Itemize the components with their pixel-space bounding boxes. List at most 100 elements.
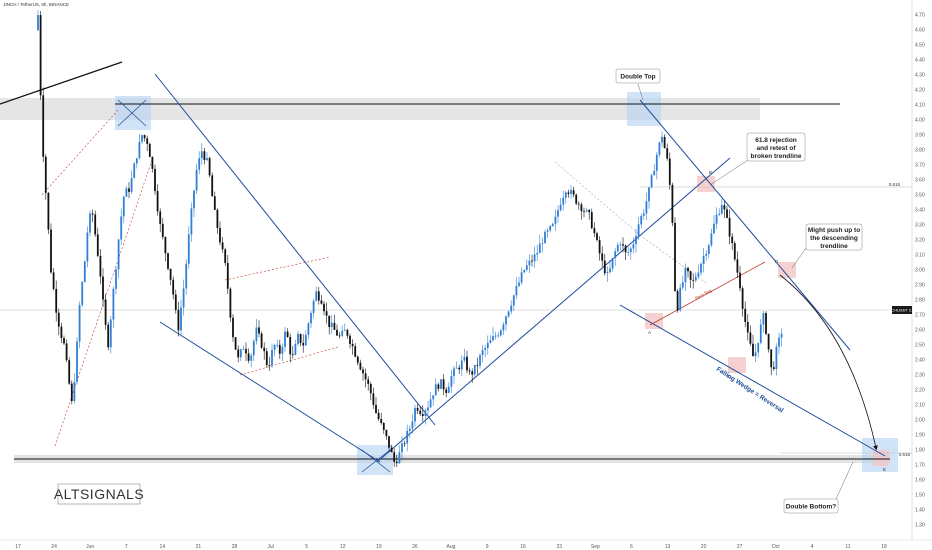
- candle-body: [484, 347, 487, 350]
- candle-body: [83, 261, 86, 283]
- symbol-title: 1INCH / TetherUS, 8h, BINANCE: [3, 2, 69, 7]
- candle-body: [302, 343, 305, 346]
- y-tick-label: 2.90: [915, 283, 925, 289]
- candle-body: [473, 364, 476, 375]
- candle-body: [476, 364, 479, 366]
- candle-body: [281, 346, 284, 354]
- candle-body: [427, 407, 429, 411]
- candle-body: [276, 344, 279, 346]
- candle-body: [146, 138, 149, 144]
- candle-body: [255, 327, 258, 342]
- candle-body: [637, 224, 640, 237]
- candle-body: [697, 272, 700, 277]
- candle-body: [741, 288, 744, 309]
- candle-body: [674, 222, 676, 291]
- candle-body: [694, 276, 697, 281]
- candle-body: [185, 263, 188, 289]
- y-tick-label: 2.40: [915, 358, 925, 364]
- callout-double-top: Double Top: [615, 68, 661, 101]
- candle-body: [583, 211, 585, 213]
- candle-body: [380, 419, 383, 423]
- candle-body: [486, 342, 489, 348]
- x-tick-label: 19: [376, 544, 382, 550]
- candle-body: [679, 287, 682, 311]
- candle-body: [590, 212, 593, 229]
- y-tick-label: 4.40: [915, 58, 925, 64]
- candle-body: [50, 229, 52, 273]
- y-tick-label: 2.70: [915, 313, 925, 319]
- candle-body: [759, 324, 762, 343]
- candle-body: [650, 175, 653, 188]
- candle-body: [629, 248, 632, 253]
- candle-body: [362, 369, 364, 374]
- candle-body: [115, 269, 117, 289]
- candle-body: [419, 410, 422, 414]
- top-zone-2: [627, 92, 661, 126]
- candle-body: [520, 272, 523, 283]
- candle-body: [780, 333, 783, 338]
- candle-body: [481, 349, 484, 356]
- y-tick-label: 2.50: [915, 343, 925, 349]
- candle-body: [169, 268, 172, 280]
- candle-body: [317, 291, 320, 301]
- might-push-line-3: trendline: [820, 243, 848, 250]
- y-tick-label: 3.00: [915, 268, 925, 274]
- candle-body: [754, 352, 757, 357]
- candle-body: [68, 360, 71, 384]
- candle-body: [658, 142, 661, 155]
- candle-body: [684, 267, 687, 283]
- candle-body: [414, 407, 416, 422]
- candle-body: [52, 272, 55, 289]
- candle-body: [216, 209, 219, 228]
- x-tick-label: 14: [160, 544, 166, 550]
- candle-body: [393, 452, 396, 462]
- candle-body: [37, 15, 39, 30]
- y-tick-label: 4.30: [915, 73, 925, 79]
- point-a-zone: [645, 313, 663, 329]
- candle-body: [356, 356, 359, 363]
- callout-double-bottom: Double Bottom?: [783, 461, 854, 514]
- x-tick-label: Sep: [591, 544, 600, 550]
- x-tick-label: 21: [196, 544, 202, 550]
- candle-body: [76, 341, 78, 382]
- candle-body: [723, 205, 726, 210]
- candle-body: [492, 336, 494, 341]
- candle-body: [346, 329, 349, 336]
- y-tick-label: 4.70: [915, 13, 925, 19]
- candle-body: [744, 308, 747, 322]
- candle-body: [60, 326, 63, 339]
- candle-body: [505, 316, 507, 325]
- candle-body: [676, 290, 679, 311]
- candle-body: [645, 201, 648, 214]
- candle-body: [601, 253, 604, 261]
- y-tick-label: 1.70: [915, 463, 925, 469]
- candle-body: [562, 197, 565, 205]
- candle-body: [707, 245, 710, 254]
- candle-body: [752, 343, 754, 357]
- candle-body: [700, 263, 702, 273]
- y-tick-label: 2.80: [915, 298, 925, 304]
- candle-body: [338, 335, 341, 337]
- candle-body: [102, 276, 104, 300]
- y-tick-label: 2.30: [915, 373, 925, 379]
- candle-body: [575, 194, 578, 204]
- x-tick-label: 16: [520, 544, 526, 550]
- candle-body: [541, 243, 544, 244]
- candle-body: [705, 253, 708, 256]
- x-tick-label: 17: [15, 544, 21, 550]
- candle-body: [489, 340, 492, 343]
- x-tick-label: 7: [125, 544, 128, 550]
- candle-body: [429, 399, 432, 408]
- candle-body: [372, 393, 375, 405]
- double-top-label: Double Top: [620, 74, 655, 81]
- candle-body: [463, 356, 466, 361]
- point-c-label: C: [727, 374, 731, 379]
- y-tick-label: 3.40: [915, 208, 925, 214]
- candle-body: [450, 375, 453, 387]
- candle-body: [528, 260, 531, 266]
- candle-body: [273, 344, 276, 350]
- candle-body: [642, 213, 645, 216]
- candle-body: [86, 232, 89, 262]
- top-zone-1: [115, 96, 151, 130]
- downtrend-line-upper: [154, 73, 436, 426]
